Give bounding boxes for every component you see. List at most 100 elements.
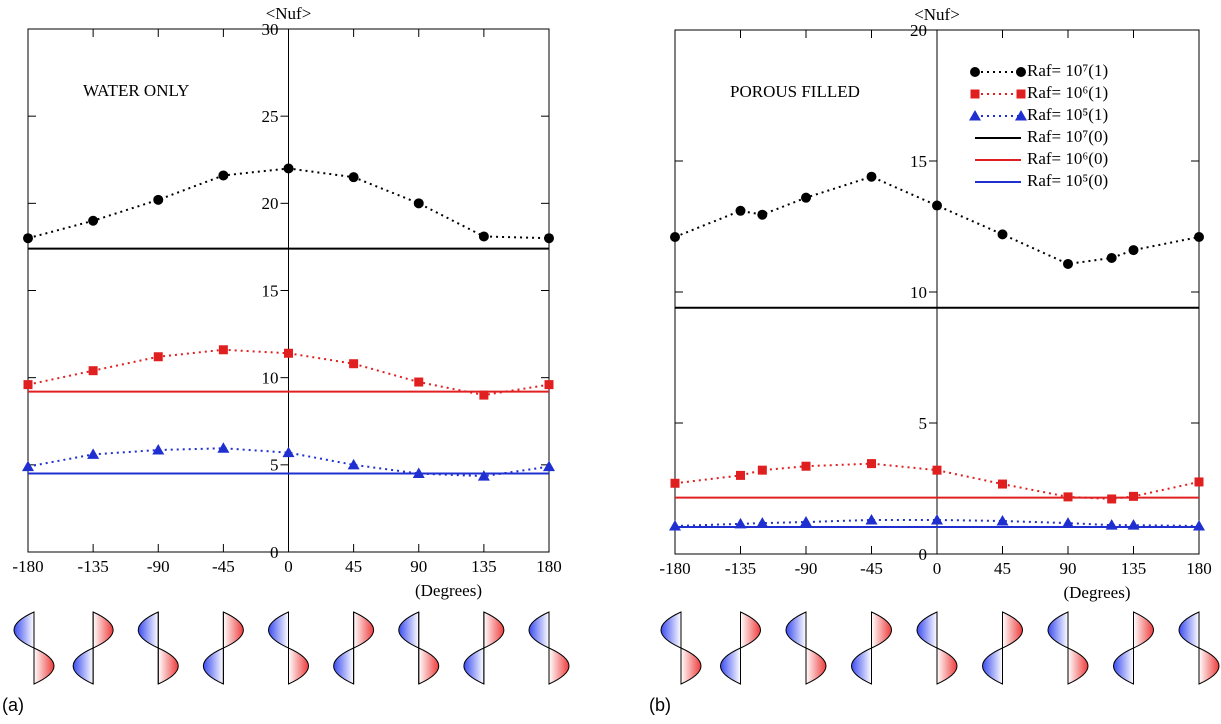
point	[932, 200, 942, 211]
y-tick-label: 20	[910, 21, 927, 40]
profile-lobe	[1113, 647, 1134, 685]
y-tick-label: 10	[262, 369, 279, 388]
x-tick-label: 180	[536, 557, 562, 576]
point	[1107, 494, 1117, 504]
x-tick-label: -45	[212, 557, 235, 576]
profile-lobe	[92, 611, 114, 649]
legend-label: Raf= 10⁵(1)	[1027, 105, 1108, 124]
profile-sketch	[1047, 611, 1089, 685]
legend-label: Raf= 10⁶(1)	[1027, 83, 1108, 102]
point	[736, 470, 745, 480]
series-line	[674, 518, 1200, 527]
point	[970, 67, 980, 77]
point	[1063, 258, 1073, 269]
point	[1106, 252, 1117, 263]
point	[23, 233, 33, 244]
series-line	[674, 175, 1200, 265]
profile-sketch	[398, 611, 440, 685]
x-tick-label: 90	[410, 557, 427, 576]
point	[865, 513, 878, 525]
point	[87, 448, 100, 459]
panel-label: (a)	[2, 695, 24, 715]
point	[88, 215, 99, 226]
point	[931, 513, 943, 525]
point	[479, 390, 489, 400]
point	[1128, 245, 1139, 256]
x-tick-label: 180	[1186, 559, 1212, 578]
point	[152, 444, 165, 455]
x-tick-label: -135	[78, 557, 109, 576]
point	[996, 514, 1009, 526]
point	[284, 348, 293, 358]
point	[88, 366, 98, 376]
profile-lobe	[871, 611, 892, 649]
point	[543, 460, 555, 472]
profile-lobe	[137, 611, 159, 649]
point	[1015, 110, 1027, 121]
profile-lobe	[982, 647, 1003, 685]
point	[969, 110, 981, 121]
profile-lobe	[418, 647, 440, 685]
x-tick-label: 90	[1060, 559, 1077, 578]
chart-title: <Nuf>	[266, 4, 312, 23]
x-tick-label: 135	[471, 557, 497, 576]
profile-sketch	[72, 611, 114, 685]
profile-lobe	[222, 611, 244, 649]
point	[283, 163, 294, 174]
y-tick-label: 0	[919, 545, 928, 564]
profile-lobe	[1067, 647, 1089, 685]
legend-label: Raf= 10⁷(1)	[1027, 61, 1108, 80]
point	[218, 170, 229, 181]
profile-sketch	[982, 611, 1023, 685]
x-tick-label: -90	[147, 557, 170, 576]
legend-label: Raf= 10⁵(0)	[1027, 171, 1108, 190]
point	[866, 171, 877, 182]
profile-sketch	[203, 611, 244, 685]
profile-sketch	[851, 611, 892, 685]
point	[670, 478, 680, 488]
x-tick-label: -180	[659, 559, 690, 578]
profile-lobe	[353, 611, 374, 649]
profile-lobe	[740, 611, 761, 649]
profile-lobe	[398, 611, 420, 649]
point	[734, 517, 747, 529]
point	[735, 205, 746, 216]
y-tick-label: 25	[262, 107, 279, 126]
y-tick-label: 0	[270, 543, 279, 562]
point	[757, 465, 767, 475]
profile-lobe	[548, 647, 570, 685]
profile-lobe	[936, 647, 958, 685]
annotation: POROUS FILLED	[730, 82, 860, 101]
x-tick-label: -135	[725, 559, 756, 578]
x-tick-label: 0	[933, 559, 942, 578]
profile-sketch	[137, 611, 179, 685]
profile-lobe	[528, 611, 550, 649]
point	[22, 460, 34, 472]
point	[757, 209, 768, 220]
profile-lobe	[660, 611, 682, 649]
x-tick-label: 135	[1121, 559, 1147, 578]
point	[349, 359, 359, 369]
point	[23, 380, 33, 390]
point	[413, 198, 424, 209]
x-tick-label: 45	[994, 559, 1011, 578]
point	[801, 461, 811, 471]
x-axis-label: (Degrees)	[415, 581, 482, 600]
point	[756, 517, 769, 528]
point	[348, 172, 359, 183]
point	[669, 519, 681, 531]
point	[867, 459, 876, 469]
profile-lobe	[1047, 611, 1069, 649]
x-tick-label: 0	[284, 557, 293, 576]
profile-sketch	[268, 611, 309, 685]
point	[801, 192, 811, 203]
point	[800, 516, 812, 527]
point	[1194, 477, 1204, 487]
point	[932, 465, 942, 475]
point	[217, 442, 230, 453]
point	[282, 446, 295, 458]
profile-lobe	[1133, 611, 1154, 649]
point	[1129, 491, 1138, 501]
point	[670, 231, 680, 242]
profile-sketch	[1178, 611, 1220, 685]
